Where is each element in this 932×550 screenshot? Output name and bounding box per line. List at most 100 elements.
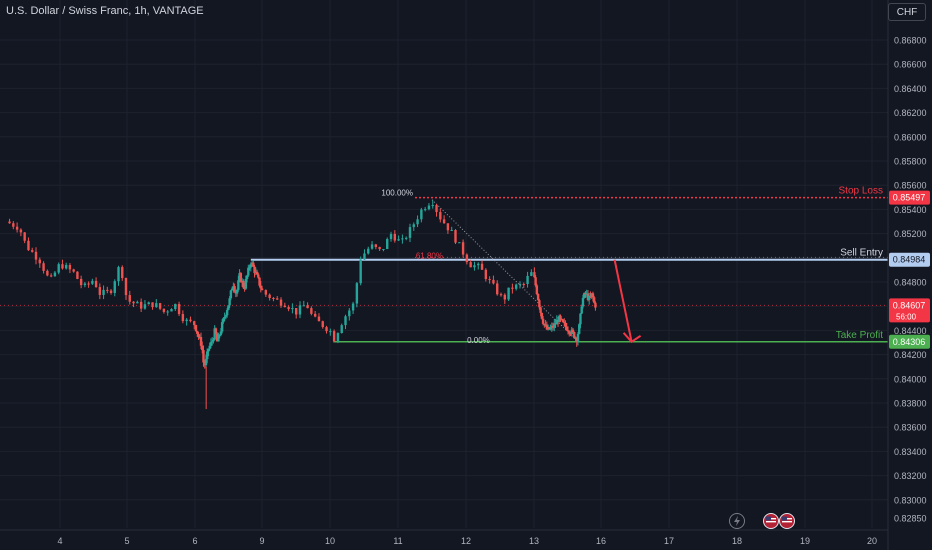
candle-body <box>228 298 231 306</box>
candle-body <box>210 341 214 343</box>
candle-body <box>102 289 105 295</box>
candle-body <box>242 280 245 288</box>
candle-body <box>344 316 347 326</box>
lightning-icon[interactable] <box>729 513 745 529</box>
candle-body <box>514 284 518 289</box>
candle-body <box>276 298 279 300</box>
candle-body <box>549 327 552 330</box>
candle-body <box>250 262 254 265</box>
candle-body <box>507 287 510 300</box>
candle-body <box>189 319 192 322</box>
candle-body <box>53 272 57 277</box>
candle-body <box>298 305 302 315</box>
candle-body <box>257 274 260 278</box>
sell-arrow-head <box>622 332 642 344</box>
candle-body <box>522 283 525 285</box>
flag-usd-icon-2[interactable] <box>779 513 795 529</box>
candle-body <box>212 339 215 342</box>
currency-button[interactable]: CHF <box>888 3 926 21</box>
candle-body <box>15 226 19 230</box>
candle-body <box>27 240 30 251</box>
candle-body <box>565 326 568 331</box>
candle-body <box>412 224 415 228</box>
candle-body <box>545 324 549 330</box>
candle-body <box>560 318 563 320</box>
candle-body <box>215 333 219 342</box>
candle-body <box>245 275 249 280</box>
candle-body <box>317 316 321 322</box>
candle-body <box>79 278 83 286</box>
candle-body <box>477 263 480 266</box>
candle-body <box>222 318 225 323</box>
candle-body <box>121 267 124 278</box>
candle-body <box>106 289 109 291</box>
candle-body <box>374 244 378 248</box>
candle-body <box>279 299 283 306</box>
stop-loss-price-tag: 0.85497 <box>893 193 926 203</box>
candle-body <box>558 315 561 323</box>
candle-body <box>136 301 139 304</box>
candle-body <box>174 304 177 310</box>
candle-body <box>258 277 261 286</box>
candle-body <box>287 307 290 310</box>
candle-body <box>591 293 595 298</box>
candle-body <box>538 300 541 308</box>
candle-body <box>401 238 404 240</box>
sell-entry-price-tag-bg <box>889 252 930 267</box>
candle-body <box>556 319 560 323</box>
candle-body <box>313 313 317 317</box>
candle-body <box>294 308 298 315</box>
candle-body <box>202 350 205 363</box>
candle-body <box>8 221 11 224</box>
candle-body <box>306 305 309 309</box>
candle-body <box>117 267 120 282</box>
x-tick-label: 19 <box>800 536 810 546</box>
candle-body <box>248 267 251 269</box>
candle-body <box>204 359 208 366</box>
candle-body <box>237 280 240 290</box>
y-tick-label: 0.85200 <box>894 229 927 239</box>
candle-body <box>193 321 196 326</box>
candle-body <box>540 312 544 319</box>
y-tick-label: 0.86600 <box>894 60 927 70</box>
candle-body <box>124 277 128 296</box>
sell-arrow <box>613 259 633 342</box>
candle-body <box>564 322 567 327</box>
candle-body <box>230 288 234 291</box>
candle-body <box>473 265 476 268</box>
candle-body <box>332 331 336 342</box>
y-tick-label: 0.83200 <box>894 471 927 481</box>
candle-body <box>469 262 472 268</box>
candle-body <box>302 305 305 307</box>
candle-body <box>147 302 150 305</box>
y-tick-label: 0.83400 <box>894 447 927 457</box>
candle-body <box>42 263 45 271</box>
candle-body <box>548 327 551 330</box>
candle-body <box>23 232 26 241</box>
candle-body <box>98 287 102 295</box>
candle-body <box>223 316 226 319</box>
candle-body <box>340 325 343 334</box>
fib-0-label: 0.00% <box>467 336 490 345</box>
candle-body <box>550 325 554 328</box>
candle-body <box>526 275 529 284</box>
candle-body <box>370 244 374 249</box>
candle-body <box>214 328 218 334</box>
candle-body <box>264 290 268 295</box>
candle-body <box>539 307 542 313</box>
x-tick-label: 5 <box>124 536 129 546</box>
candle-body <box>404 237 408 239</box>
candle-body <box>243 287 246 289</box>
stop-loss-label: Stop Loss <box>839 186 883 197</box>
flag-usd-icon[interactable] <box>763 513 779 529</box>
candle-body <box>535 285 539 295</box>
candle-body <box>12 223 15 227</box>
candle-body <box>61 264 64 269</box>
candle-body <box>569 333 572 335</box>
candle-body <box>568 331 571 334</box>
candle-body <box>351 303 355 311</box>
candle-body <box>244 279 248 289</box>
candle-body <box>386 239 389 249</box>
